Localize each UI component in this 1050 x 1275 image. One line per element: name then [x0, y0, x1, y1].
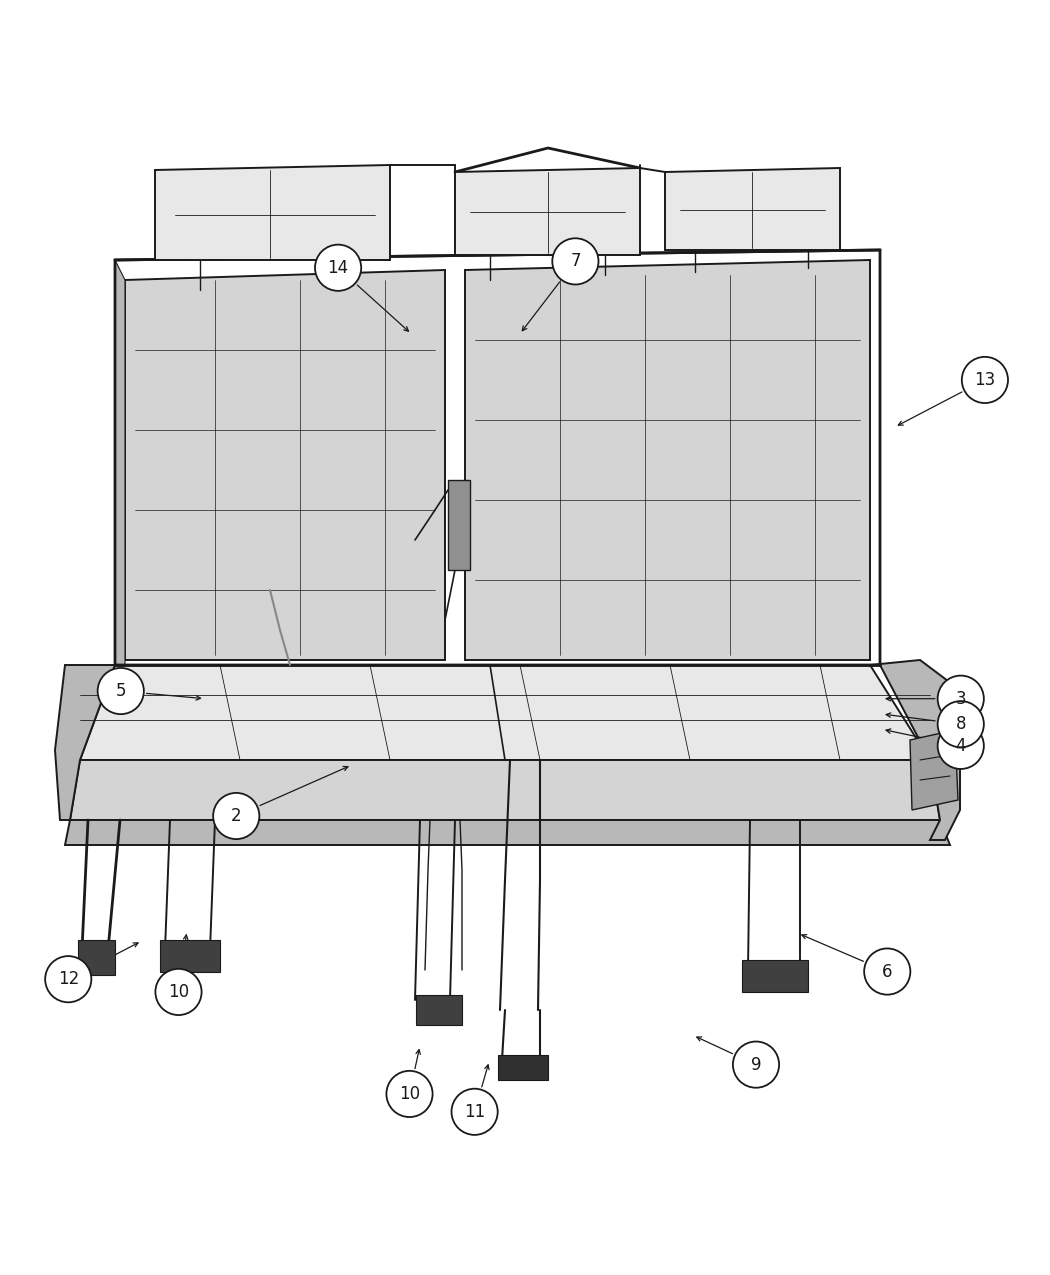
Text: 10: 10 [168, 983, 189, 1001]
Polygon shape [416, 994, 462, 1025]
Polygon shape [155, 164, 390, 260]
Polygon shape [448, 479, 470, 570]
Polygon shape [910, 731, 958, 810]
Ellipse shape [386, 1071, 433, 1117]
Polygon shape [70, 760, 940, 820]
Polygon shape [498, 1054, 548, 1080]
Text: 12: 12 [58, 970, 79, 988]
Ellipse shape [938, 701, 984, 747]
Text: 6: 6 [882, 963, 892, 980]
Ellipse shape [962, 357, 1008, 403]
Ellipse shape [733, 1042, 779, 1088]
Ellipse shape [98, 668, 144, 714]
Text: 3: 3 [956, 690, 966, 708]
Polygon shape [78, 940, 116, 975]
Polygon shape [80, 666, 930, 760]
Polygon shape [465, 260, 870, 660]
Text: 13: 13 [974, 371, 995, 389]
Text: 14: 14 [328, 259, 349, 277]
Polygon shape [870, 660, 960, 840]
Ellipse shape [45, 956, 91, 1002]
Ellipse shape [552, 238, 598, 284]
Text: 11: 11 [464, 1103, 485, 1121]
Ellipse shape [155, 969, 202, 1015]
Polygon shape [125, 270, 445, 660]
Text: 9: 9 [751, 1056, 761, 1074]
Text: 7: 7 [570, 252, 581, 270]
Text: 5: 5 [116, 682, 126, 700]
Polygon shape [65, 820, 950, 845]
Polygon shape [665, 168, 840, 250]
Ellipse shape [864, 949, 910, 995]
Polygon shape [55, 666, 116, 820]
Ellipse shape [938, 723, 984, 769]
Polygon shape [455, 168, 640, 255]
Text: 2: 2 [231, 807, 242, 825]
Ellipse shape [938, 676, 984, 722]
Ellipse shape [213, 793, 259, 839]
Ellipse shape [452, 1089, 498, 1135]
Ellipse shape [315, 245, 361, 291]
Text: 4: 4 [956, 737, 966, 755]
Polygon shape [160, 940, 220, 972]
Text: 10: 10 [399, 1085, 420, 1103]
Text: 8: 8 [956, 715, 966, 733]
Polygon shape [116, 260, 125, 666]
Polygon shape [742, 960, 808, 992]
